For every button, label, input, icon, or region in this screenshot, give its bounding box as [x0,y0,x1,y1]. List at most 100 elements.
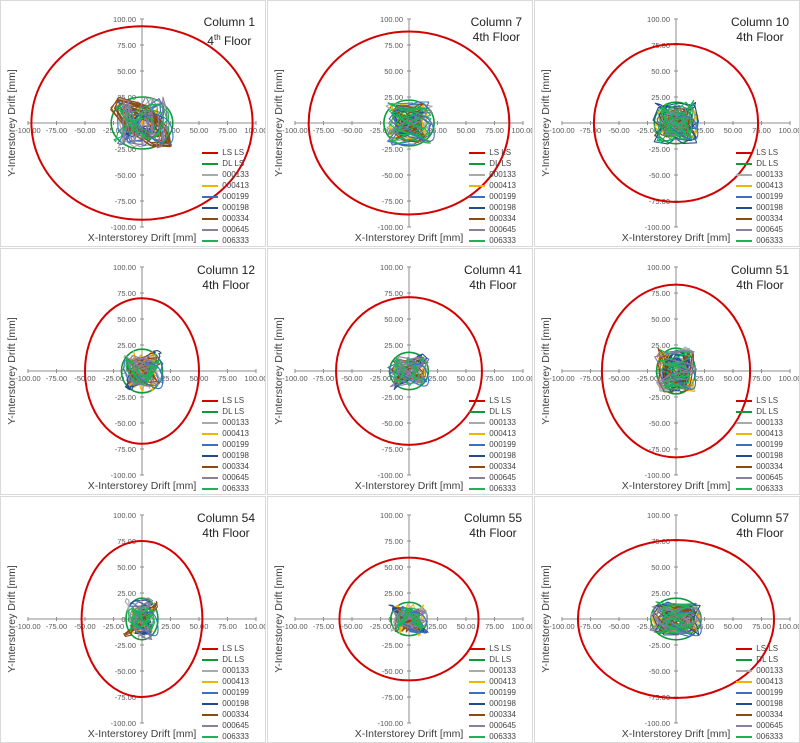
legend-item: 000645 [202,224,249,235]
chart-title: Column 51 4th Floor [731,263,789,293]
legend-swatch [736,713,753,716]
drift-trace-excursion [135,611,159,637]
legend-swatch [736,487,753,490]
legend-item: 006333 [736,235,783,246]
legend-label: 000198 [222,699,249,708]
y-axis-title: Y-Interstorey Drift [mm] [540,565,552,673]
legend-swatch [736,691,753,694]
x-tick-label: -100.00 [282,374,307,383]
legend-swatch [202,399,219,402]
legend-item: 006333 [202,483,249,494]
dl-limit-ellipse [125,597,159,641]
legend-item: 000334 [202,709,249,720]
legend-swatch [469,669,486,672]
y-tick-label: 25.00 [117,93,136,102]
legend-swatch [736,724,753,727]
legend-label: LS LS [489,644,512,653]
legend-label: 000198 [756,699,783,708]
legend-swatch [469,691,486,694]
legend-item: 000198 [469,450,516,461]
legend-item: 000133 [469,169,516,180]
y-tick-label: -75.00 [382,445,403,454]
legend-swatch [736,206,753,209]
y-tick-label: 75.00 [117,41,136,50]
legend-swatch [736,465,753,468]
legend-item: 000133 [736,665,783,676]
x-tick-label: -100.00 [549,622,574,631]
y-tick-label: 50.00 [384,315,403,324]
x-tick-label: -75.00 [313,622,334,631]
legend-swatch [469,410,486,413]
legend-swatch [736,421,753,424]
legend-label: 000334 [489,214,516,223]
y-tick-label: 50.00 [117,67,136,76]
legend-swatch [202,713,219,716]
y-tick-label: 25.00 [651,93,670,102]
y-tick-label: -75.00 [115,693,136,702]
legend-label: 000133 [756,666,783,675]
y-tick-label: 25.00 [117,589,136,598]
chart-title-column: Column 7 [470,15,522,29]
legend-item: 006333 [469,235,516,246]
legend-item: 000413 [736,428,783,439]
legend-swatch [202,421,219,424]
legend-label: 000334 [222,462,249,471]
y-tick-label: -25.00 [649,641,670,650]
legend-label: 000645 [222,473,249,482]
x-axis-title: X-Interstorey Drift [mm] [355,728,464,740]
legend-swatch [469,443,486,446]
legend-swatch [202,702,219,705]
legend-item: LS LS [469,147,516,158]
ls-limit-ellipse [576,538,776,700]
x-tick-label: -50.00 [608,126,629,135]
y-tick-label: 75.00 [384,289,403,298]
y-tick-label: -100.00 [645,223,670,232]
x-tick-label: -75.00 [580,374,601,383]
legend-item: 000334 [202,213,249,224]
x-tick-label: 75.00 [218,126,237,135]
legend-swatch [469,399,486,402]
chart-title: Column 12 4th Floor [197,263,255,293]
legend-label: 000645 [489,473,516,482]
y-tick-label: -50.00 [649,667,670,676]
drift-trace-006333 [393,356,427,387]
legend-item: 000198 [469,202,516,213]
y-tick-label: 100.00 [647,263,670,272]
chart-panel: -100.00 -75.00 -50.00 -25.00 0.00 25.00 50.00 7… [534,248,800,495]
legend-swatch [469,647,486,650]
y-tick-label: -75.00 [382,693,403,702]
y-tick-label: -50.00 [115,419,136,428]
legend-label: 000133 [222,170,249,179]
y-tick-label: 100.00 [113,15,136,24]
x-tick-label: 100.00 [779,622,800,631]
chart-legend: LS LS DL LS 000133 000413 000199 000198 000334… [469,643,516,742]
x-tick-label: 100.00 [779,374,800,383]
legend-swatch [469,432,486,435]
drift-trace-excursion [135,114,174,145]
legend-item: 000645 [469,472,516,483]
x-tick-label: 75.00 [218,374,237,383]
x-axis-title: X-Interstorey Drift [mm] [622,480,731,492]
y-tick-label: 25.00 [651,341,670,350]
legend-item: 000413 [469,676,516,687]
y-tick-label: -50.00 [382,171,403,180]
x-tick-label: 100.00 [512,126,533,135]
legend-label: LS LS [222,644,245,653]
legend-swatch [736,680,753,683]
y-axis-title: Y-Interstorey Drift [mm] [273,565,285,673]
legend-swatch [202,443,219,446]
legend-swatch [736,669,753,672]
legend-item: LS LS [736,643,783,654]
x-tick-label: 25.00 [695,622,714,631]
legend-item: 000413 [469,428,516,439]
y-tick-label: 100.00 [647,15,670,24]
y-tick-label: 75.00 [384,41,403,50]
y-tick-label: 100.00 [113,263,136,272]
y-tick-label: 50.00 [651,67,670,76]
drift-trace-excursion [669,115,699,141]
legend-swatch [469,454,486,457]
chart-title-column: Column 12 [196,263,255,277]
legend-swatch [202,184,219,187]
legend-item: 000413 [469,180,516,191]
chart-title-column: Column 54 [196,511,255,525]
